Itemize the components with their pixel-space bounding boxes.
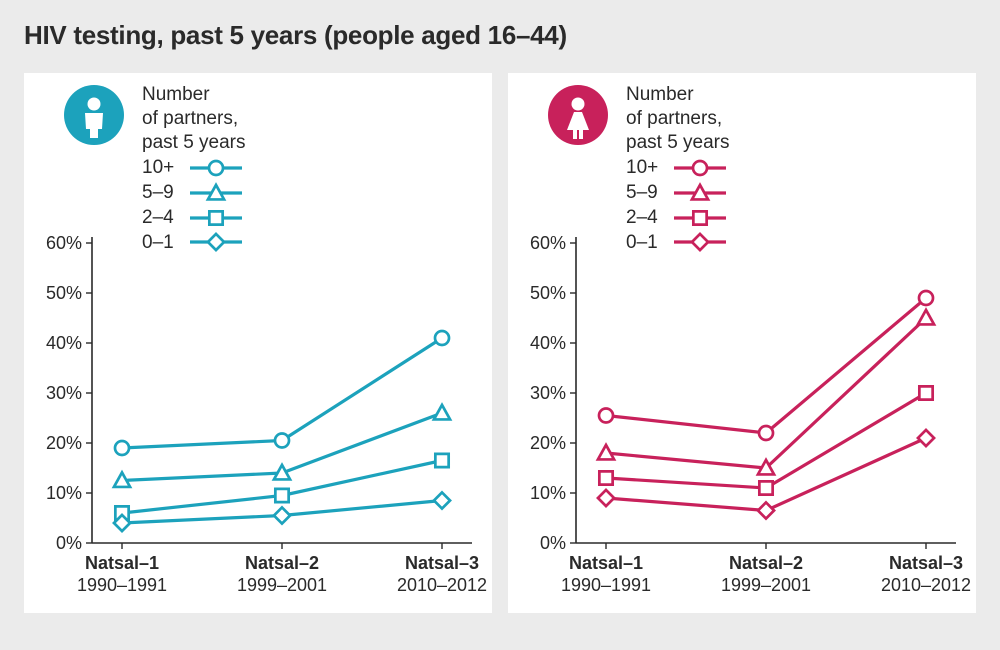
legend-item-label: 10+ (142, 156, 184, 180)
y-tick-label: 50% (530, 283, 566, 303)
x-tick-label-top: Natsal–2 (729, 553, 803, 573)
y-tick-label: 60% (530, 233, 566, 253)
y-tick-label: 30% (46, 383, 82, 403)
legend-item: 0–1 (142, 231, 260, 255)
male-icon (62, 83, 126, 152)
y-tick-label: 60% (46, 233, 82, 253)
x-tick-label-bottom: 2010–2012 (397, 575, 487, 595)
y-tick-label: 30% (530, 383, 566, 403)
legend-item: 5–9 (626, 181, 744, 205)
legend-item-label: 2–4 (626, 206, 668, 230)
y-tick-label: 40% (46, 333, 82, 353)
y-tick-label: 0% (540, 533, 566, 553)
legend-title: Numberof partners,past 5 years (142, 83, 260, 154)
legend-item: 10+ (142, 156, 260, 180)
y-tick-label: 20% (46, 433, 82, 453)
x-tick-label-top: Natsal–1 (85, 553, 159, 573)
legend-item-label: 0–1 (626, 231, 668, 255)
x-tick-label-bottom: 2010–2012 (881, 575, 971, 595)
diamond-marker-icon (674, 231, 744, 253)
y-tick-label: 10% (530, 483, 566, 503)
triangle-marker-icon (674, 182, 744, 204)
legend-item: 2–4 (626, 206, 744, 230)
legend-item: 2–4 (142, 206, 260, 230)
x-tick-label-bottom: 1990–1991 (77, 575, 167, 595)
legend-title: Numberof partners,past 5 years (626, 83, 744, 154)
legend-item: 5–9 (142, 181, 260, 205)
x-tick-label-bottom: 1999–2001 (237, 575, 327, 595)
circle-marker-icon (190, 157, 260, 179)
female-icon (546, 83, 610, 152)
x-tick-label-bottom: 1990–1991 (561, 575, 651, 595)
chart-legend: Numberof partners,past 5 years10+5–92–40… (626, 83, 744, 254)
charts-row: Numberof partners,past 5 years10+5–92–40… (24, 73, 976, 613)
triangle-marker-icon (190, 182, 260, 204)
y-tick-label: 10% (46, 483, 82, 503)
x-tick-label-top: Natsal–3 (405, 553, 479, 573)
square-marker-icon (190, 207, 260, 229)
legend-item: 10+ (626, 156, 744, 180)
figure-container: HIV testing, past 5 years (people aged 1… (0, 0, 1000, 633)
x-tick-label-top: Natsal–1 (569, 553, 643, 573)
chart-legend: Numberof partners,past 5 years10+5–92–40… (142, 83, 260, 254)
chart-panel-men: Numberof partners,past 5 years10+5–92–40… (24, 73, 492, 613)
y-tick-label: 50% (46, 283, 82, 303)
x-tick-label-top: Natsal–2 (245, 553, 319, 573)
legend-item: 0–1 (626, 231, 744, 255)
legend-item-label: 5–9 (626, 181, 668, 205)
circle-marker-icon (674, 157, 744, 179)
square-marker-icon (674, 207, 744, 229)
y-tick-label: 20% (530, 433, 566, 453)
legend-item-label: 0–1 (142, 231, 184, 255)
y-tick-label: 40% (530, 333, 566, 353)
legend-item-label: 10+ (626, 156, 668, 180)
x-tick-label-bottom: 1999–2001 (721, 575, 811, 595)
diamond-marker-icon (190, 231, 260, 253)
chart-panel-women: Numberof partners,past 5 years10+5–92–40… (508, 73, 976, 613)
y-tick-label: 0% (56, 533, 82, 553)
figure-title: HIV testing, past 5 years (people aged 1… (24, 20, 976, 51)
legend-item-label: 5–9 (142, 181, 184, 205)
x-tick-label-top: Natsal–3 (889, 553, 963, 573)
legend-item-label: 2–4 (142, 206, 184, 230)
